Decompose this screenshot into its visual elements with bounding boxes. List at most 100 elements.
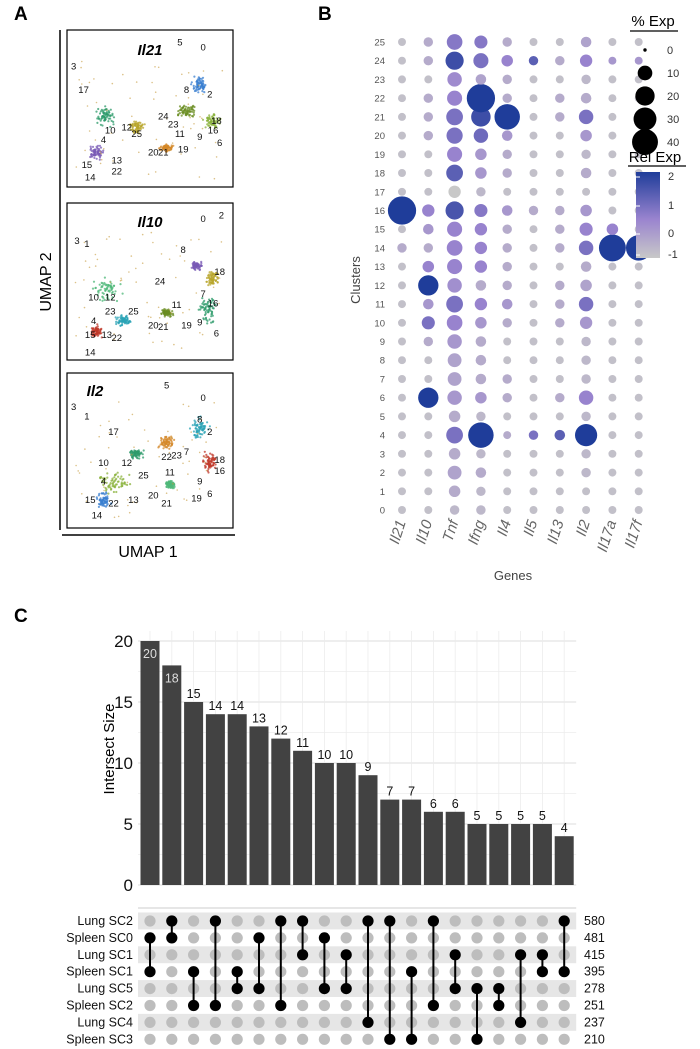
dotplot-dot: [581, 336, 591, 347]
upset-dot-empty: [493, 1033, 505, 1045]
dotplot-dot: [476, 505, 486, 515]
cluster-label: 4: [101, 477, 106, 488]
upset-dot-empty: [515, 915, 527, 927]
upset-dot-empty: [253, 999, 265, 1012]
size-legend: % Exp 0 10 20 30 40: [630, 13, 679, 155]
upset-dot-empty: [297, 1033, 309, 1045]
dotplot-ytick: 1: [380, 487, 385, 498]
umap-point: [109, 488, 113, 491]
umap-point: [108, 432, 111, 434]
umap-point: [115, 477, 118, 480]
umap-point: [209, 125, 212, 129]
umap-point: [167, 444, 170, 447]
umap-point: [103, 482, 106, 485]
umap-point: [137, 126, 140, 129]
umap-point: [97, 115, 100, 118]
dotplot-dot: [555, 412, 564, 421]
umap-point: [201, 87, 204, 90]
upset-dot-empty: [340, 915, 352, 927]
dotplot-dot: [503, 337, 512, 346]
umap-point: [163, 147, 166, 150]
umap-point: [109, 281, 112, 284]
dotplot-dot: [475, 74, 487, 85]
dotplot-dot: [579, 54, 593, 67]
umap-point: [129, 483, 132, 486]
umap-point: [168, 258, 171, 261]
umap-point: [104, 105, 107, 108]
upset-dot-filled: [515, 949, 527, 961]
dotplot-dot: [398, 169, 406, 177]
dotplot-dot: [446, 108, 463, 126]
dotplot-dot: [424, 431, 433, 440]
umap-point: [203, 91, 206, 94]
dotplot-dot: [445, 51, 464, 70]
umap-point: [193, 105, 196, 109]
cluster-label: 3: [74, 236, 79, 247]
dotplot-dot: [608, 300, 617, 309]
umap-point: [113, 516, 116, 519]
dotplot-dot: [529, 131, 538, 140]
umap-point: [210, 315, 213, 318]
umap1-axis-label: UMAP 1: [118, 544, 177, 561]
umap-point: [97, 150, 100, 153]
umap-point: [151, 81, 153, 84]
cluster-label: 25: [138, 470, 149, 481]
dotplot-ytick: 18: [374, 169, 385, 180]
dotplot-dot: [555, 449, 564, 458]
dotplot-xtick: Il2: [573, 517, 594, 538]
cluster-label: 12: [122, 458, 133, 469]
umap-point: [100, 108, 103, 111]
upset-dot-filled: [536, 949, 549, 961]
umap-point: [108, 483, 111, 486]
dotplot-dot: [446, 426, 463, 444]
cluster-label: 8: [181, 245, 186, 256]
upset-dot-filled: [297, 949, 309, 961]
umap-point: [169, 149, 171, 151]
umap-point: [138, 151, 140, 154]
umap-point: [164, 311, 167, 314]
umap-point: [203, 430, 206, 433]
dotplot-dot: [581, 74, 591, 85]
umap-point: [212, 302, 215, 305]
cluster-label: 3: [71, 402, 76, 413]
upset-bar-label: 10: [339, 748, 353, 762]
dotplot-dot: [398, 318, 406, 327]
dotplot-dot: [578, 109, 594, 125]
umap-point: [213, 458, 216, 462]
dotplot-dot: [578, 296, 594, 312]
umap-point: [204, 83, 207, 87]
upset-dot-empty: [340, 999, 352, 1012]
panel-letter-b: B: [318, 4, 332, 25]
upset-bar: [467, 824, 487, 885]
dotplot-dot: [555, 337, 564, 346]
upset-dot-filled: [427, 999, 439, 1012]
upset-bar-label: 18: [165, 671, 179, 685]
umap-point: [110, 502, 113, 505]
umap-point: [170, 484, 173, 487]
upset-set-size: 395: [584, 965, 605, 979]
dotplot-dot: [424, 75, 433, 84]
dotplot-ytick: 25: [374, 38, 385, 49]
umap-point: [94, 265, 97, 267]
umap-point: [199, 116, 201, 118]
upset-dot-empty: [471, 932, 483, 944]
dotplot-dot: [608, 506, 617, 514]
umap-point: [110, 119, 113, 122]
dotplot-dot: [421, 316, 435, 330]
umap-point: [190, 127, 192, 130]
umap-gene-title: Il2: [87, 383, 104, 400]
upset-set-size: 415: [584, 948, 605, 962]
cluster-label: 16: [208, 126, 219, 137]
dotplot-dot: [529, 468, 538, 477]
umap-point: [137, 451, 140, 454]
upset-dot-filled: [362, 1016, 374, 1028]
upset-bar-label: 10: [317, 748, 331, 762]
cluster-label: 13: [128, 495, 139, 506]
upset-bar: [249, 726, 269, 885]
dotplot-dot: [634, 487, 643, 496]
dotplot-dot: [608, 412, 617, 421]
cluster-label: 23: [171, 450, 182, 461]
umap-point: [130, 255, 133, 257]
umap-point: [108, 420, 110, 423]
